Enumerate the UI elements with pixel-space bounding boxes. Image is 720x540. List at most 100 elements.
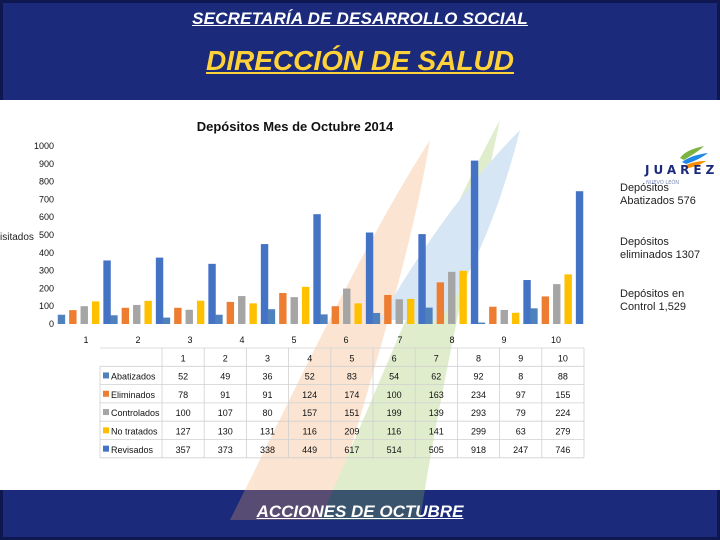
footer-text: ACCIONES DE OCTUBRE [256,502,464,521]
bar-controlados-2 [133,304,141,324]
bar-eliminados-9 [489,306,497,324]
legend-swatch [103,445,109,452]
table-cell: 97 [516,390,526,400]
bar-no-tratados-6 [354,303,362,324]
table-cell: 299 [471,427,486,437]
bar-revisados-4 [260,244,269,324]
table-header-cell: 6 [392,353,397,363]
table-cell: 62 [431,372,441,382]
y-tick-label: 0 [49,319,54,329]
table-cell: 373 [218,445,233,455]
legend-label: Controlados [111,408,160,418]
bar-controlados-10 [553,284,561,324]
bar-eliminados-7 [384,294,392,324]
table-cell: 79 [516,408,526,418]
table-cell: 8 [518,372,523,382]
bar-revisados-5 [313,214,321,324]
bar-no-tratados-7 [406,298,415,324]
bar-revisados-9 [523,280,531,324]
table-cell: 63 [516,427,526,437]
x-tick-label: 1 [83,335,88,345]
table-header-cell: 5 [349,353,354,363]
table-cell: 91 [220,390,230,400]
bar-controlados-1 [80,306,88,324]
table-cell: 505 [429,445,444,455]
bar-controlados-6 [343,288,351,324]
table-header-cell: 3 [265,353,270,363]
table-header-cell: 9 [518,353,523,363]
bar-no-tratados-1 [91,301,100,324]
bar-eliminados-8 [436,282,445,324]
legend-label: No tratados [111,427,158,437]
y-tick-label: 800 [39,177,54,187]
bar-revisados-10 [575,191,584,324]
y-axis-label: isitados [0,232,34,243]
bar-abatizados-9 [477,322,486,324]
y-tick-label: 200 [39,283,54,293]
bar-no-tratados-8 [459,270,467,324]
table-cell: 124 [302,390,317,400]
y-tick-label: 700 [39,194,54,204]
bar-controlados-3 [185,309,193,324]
bar-abatizados-1 [57,314,66,324]
x-tick-label: 2 [135,335,140,345]
table-cell: 617 [344,445,359,455]
y-tick-label: 400 [39,248,54,258]
bar-eliminados-5 [279,293,287,324]
bar-eliminados-6 [331,306,340,324]
bar-no-tratados-3 [196,300,205,324]
logo-tagline: NUEVO LEÓN [646,180,680,186]
table-cell: 338 [260,445,275,455]
bar-revisados-1 [103,260,111,324]
table-cell: 36 [262,372,272,382]
x-tick-label: 8 [449,335,454,345]
table-cell: 91 [262,390,272,400]
table-cell: 139 [429,408,444,418]
x-tick-label: 9 [501,335,506,345]
bar-controlados-4 [238,296,246,324]
table-cell: 163 [429,390,444,400]
bar-eliminados-1 [69,310,77,324]
table-header-cell: 2 [223,353,228,363]
table-header-cell: 1 [181,353,186,363]
y-tick-label: 100 [39,301,54,311]
annotation-eliminados: Depósitos eliminados 1307 [620,236,701,261]
table-cell: 78 [178,390,188,400]
bar-eliminados-10 [541,296,550,324]
bar-eliminados-4 [226,301,235,324]
legend-swatch [103,409,109,416]
bar-controlados-5 [290,297,298,324]
table-cell: 49 [220,372,230,382]
table-cell: 92 [473,372,483,382]
chart-panel [0,100,720,490]
table-cell: 199 [387,408,402,418]
chart-title: Depósitos Mes de Octubre 2014 [197,119,394,134]
x-tick-label: 7 [397,335,402,345]
table-cell: 234 [471,390,486,400]
bar-no-tratados-9 [511,312,520,324]
bar-no-tratados-10 [564,274,572,324]
table-cell: 127 [176,427,191,437]
table-cell: 449 [302,445,317,455]
bars-group [57,160,584,324]
table-cell: 209 [344,427,359,437]
table-cell: 52 [305,372,315,382]
table-cell: 116 [387,427,401,437]
bar-abatizados-3 [162,317,171,324]
bar-no-tratados-5 [301,286,310,324]
table-cell: 155 [555,390,570,400]
bar-revisados-8 [470,160,479,324]
slide-header: SECRETARÍA DE DESARROLLO SOCIAL DIRECCIÓ… [0,0,720,100]
bar-no-tratados-4 [249,303,257,324]
annotation-abatizados: Depósitos Abatizados 576 [620,182,696,207]
logo-name: JUAREZ [645,163,719,177]
table-cell: 151 [344,408,359,418]
table-cell: 54 [389,372,399,382]
bar-controlados-7 [395,299,403,324]
logo-mark-icon [680,146,708,168]
bar-no-tratados-2 [144,300,152,324]
legend-label: Abatizados [111,372,156,382]
table-cell: 100 [387,390,402,400]
